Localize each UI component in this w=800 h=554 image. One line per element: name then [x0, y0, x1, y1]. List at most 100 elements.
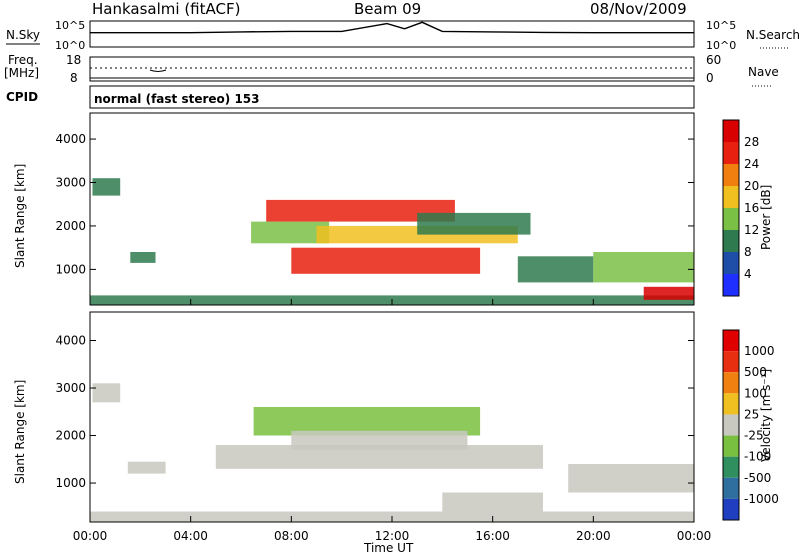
date-title: 08/Nov/2009 [590, 0, 687, 18]
nsky-tick-bottom: 10^0 [55, 39, 85, 52]
velocity-heatmap [90, 383, 694, 522]
velocity-colorbar-swatch [723, 414, 739, 436]
nsky-tick-top: 10^5 [55, 19, 85, 32]
nsearch-tick-bottom: 10^0 [706, 39, 736, 52]
time-tick-label: 04:00 [173, 529, 208, 543]
velocity-colorbar-tick-label: 500 [744, 365, 767, 379]
power-colorbar-swatch [723, 252, 739, 274]
velocity-colorbar-swatch [723, 330, 739, 352]
power-colorbar-swatch [723, 120, 739, 142]
time-tick-label: 00:00 [677, 529, 712, 543]
time-tick-label: 16:00 [475, 529, 510, 543]
velocity-region [291, 430, 468, 450]
nsky-line [90, 21, 694, 34]
freq-label-line1: Freq. [8, 53, 38, 67]
velocity-colorbar-swatch [723, 393, 739, 415]
velocity-colorbar-tick-label: -25 [744, 429, 764, 443]
power-colorbar-swatch [723, 274, 739, 296]
velocity-colorbar: 1000 500 100 25 -25 -100 -500 -1000 [722, 329, 779, 521]
velocity-colorbar-tick-label: -500 [744, 471, 771, 485]
velocity-colorbar-tick-label: 25 [744, 407, 759, 421]
station-title: Hankasalmi (fitACF) [92, 0, 240, 18]
beam-title: Beam 09 [354, 0, 421, 18]
freq-tick-bottom: 8 [70, 71, 78, 85]
power-region [417, 212, 531, 235]
velocity-y-axis: 4000 3000 2000 1000 [55, 334, 694, 490]
power-heatmap [90, 178, 694, 305]
velocity-region [92, 383, 121, 403]
power-colorbar-tick-label: 16 [744, 201, 759, 215]
power-colorbar-tick-label: 20 [744, 179, 759, 193]
power-colorbar-tick-label: 4 [744, 267, 752, 281]
power-y-tick-label: 4000 [55, 132, 86, 146]
velocity-region [568, 464, 694, 493]
time-axis-label: Time UT [363, 541, 414, 554]
cpid-label: CPID [6, 90, 38, 104]
freq-blip [149, 69, 167, 72]
power-colorbar-tick-label: 12 [744, 223, 759, 237]
freq-tick-top: 18 [66, 53, 81, 67]
time-tick-label: 20:00 [576, 529, 611, 543]
velocity-colorbar-tick-label: 100 [744, 386, 767, 400]
freq-label-line2: [MHz] [4, 66, 39, 80]
velocity-colorbar-swatch [723, 477, 739, 499]
power-region [266, 199, 455, 222]
power-region [517, 256, 594, 283]
power-colorbar-swatch [723, 164, 739, 186]
velocity-colorbar-swatch [723, 498, 739, 520]
time-tick-label: 08:00 [274, 529, 309, 543]
nave-tick-top: 60 [706, 53, 721, 67]
velocity-colorbar-swatch [723, 351, 739, 373]
cpid-text: normal (fast stereo) 153 [94, 92, 260, 106]
velocity-y-tick-label: 1000 [55, 476, 86, 490]
power-region [92, 178, 121, 196]
time-tick-label: 00:00 [73, 529, 108, 543]
power-region [291, 247, 481, 274]
velocity-colorbar-label: Velocity [m s⁻¹] [759, 369, 773, 462]
velocity-colorbar-tick-label: 1000 [744, 344, 775, 358]
power-colorbar-swatch [723, 186, 739, 208]
power-colorbar: 28 24 20 16 12 8 4 [722, 119, 759, 297]
power-region [643, 286, 694, 300]
velocity-colorbar-swatch [723, 435, 739, 457]
freq-strip-frame [89, 56, 695, 82]
nsearch-tick-top: 10^5 [706, 19, 736, 32]
velocity-y-tick-label: 2000 [55, 429, 86, 443]
power-y-axis: 4000 3000 2000 1000 [55, 132, 694, 276]
velocity-region [127, 461, 166, 474]
power-colorbar-tick-label: 24 [744, 157, 759, 171]
velocity-colorbar-tick-label: -100 [744, 450, 771, 464]
nsky-series-line [90, 21, 694, 34]
nave-label: Nave [748, 65, 779, 79]
nsky-label: N.Sky [6, 28, 40, 42]
velocity-colorbar-frame [722, 329, 740, 521]
velocity-colorbar-tick-label: -1000 [744, 492, 779, 506]
velocity-ylabel: Slant Range [km] [13, 380, 27, 484]
velocity-colorbar-swatch [723, 372, 739, 394]
power-region [251, 221, 330, 244]
power-region [593, 252, 694, 283]
time-axis: 00:00 04:00 08:00 12:00 16:00 20:00 00:00 [73, 299, 712, 543]
power-colorbar-swatch [723, 142, 739, 164]
power-colorbar-swatch [723, 230, 739, 252]
velocity-y-tick-label: 3000 [55, 381, 86, 395]
power-colorbar-label: Power [dB] [759, 185, 773, 250]
power-colorbar-frame [722, 119, 740, 297]
nsky-strip-frame [89, 20, 695, 48]
cpid-strip-frame [89, 85, 695, 109]
power-colorbar-tick-label: 8 [744, 245, 752, 259]
velocity-y-tick-label: 4000 [55, 334, 86, 348]
nave-tick-bottom: 0 [706, 71, 714, 85]
power-y-tick-label: 2000 [55, 219, 86, 233]
power-region [130, 252, 156, 263]
power-ylabel: Slant Range [km] [13, 164, 27, 268]
power-colorbar-tick-label: 28 [744, 135, 759, 149]
velocity-colorbar-swatch [723, 456, 739, 478]
velocity-region [215, 445, 544, 469]
velocity-region [253, 407, 481, 436]
time-tick-label: 12:00 [375, 529, 410, 543]
power-colorbar-swatch [723, 208, 739, 230]
power-y-tick-label: 1000 [55, 262, 86, 276]
power-y-tick-label: 3000 [55, 176, 86, 190]
